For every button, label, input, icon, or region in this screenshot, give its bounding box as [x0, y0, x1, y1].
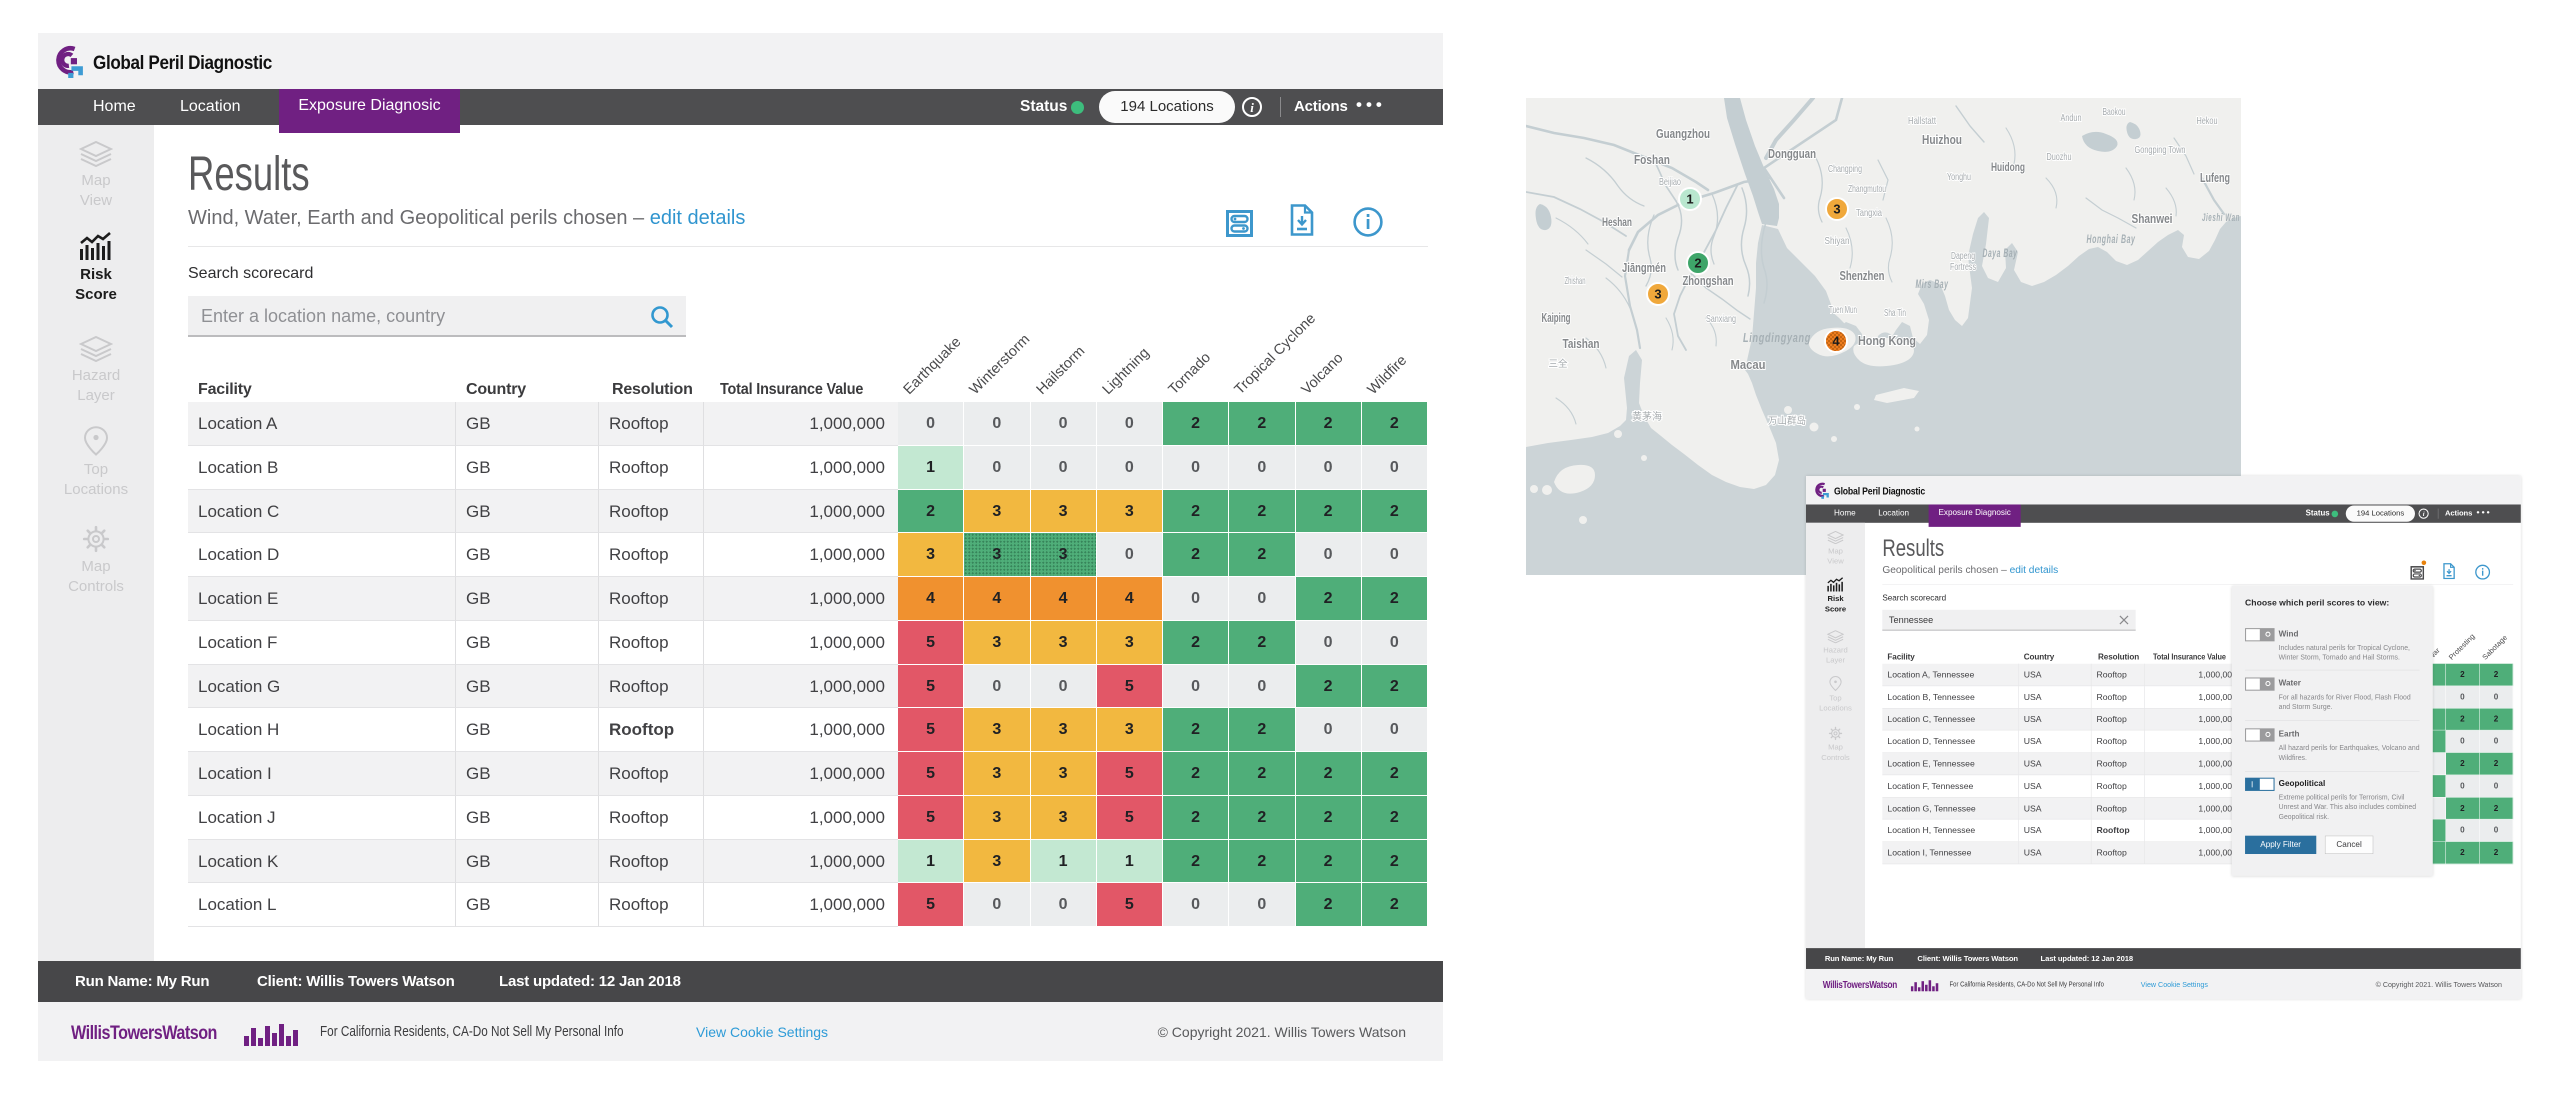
svg-text:Foshan: Foshan	[1634, 152, 1670, 167]
svg-text:黄茅海: 黄茅海	[1632, 410, 1662, 423]
svg-text:Shenzhen: Shenzhen	[1840, 268, 1885, 283]
svg-text:Tangxia: Tangxia	[1856, 207, 1882, 219]
svg-text:3: 3	[1654, 287, 1661, 302]
svg-text:Dapeng: Dapeng	[1951, 251, 1975, 262]
svg-text:Dongguan: Dongguan	[1768, 146, 1816, 161]
svg-text:Taishan: Taishan	[1563, 337, 1600, 351]
svg-text:Sanxiang: Sanxiang	[1706, 313, 1736, 325]
svg-text:Daya Bay: Daya Bay	[1983, 246, 2018, 260]
svg-text:Hallstatt: Hallstatt	[1908, 115, 1936, 127]
svg-text:Heshan: Heshan	[1602, 215, 1632, 229]
svg-text:Baokou: Baokou	[2103, 106, 2126, 118]
svg-text:1: 1	[1686, 192, 1693, 207]
svg-text:Macau: Macau	[1731, 357, 1766, 372]
svg-text:Zhangmutou: Zhangmutou	[1848, 183, 1886, 195]
svg-text:Changping: Changping	[1828, 163, 1862, 175]
svg-text:Shanwei: Shanwei	[2132, 211, 2173, 226]
svg-text:Jieshi Wan: Jieshi Wan	[2202, 212, 2240, 224]
svg-text:Hekou: Hekou	[2197, 115, 2218, 127]
svg-text:Duozhu: Duozhu	[2047, 151, 2072, 163]
svg-text:Lufeng: Lufeng	[2200, 171, 2230, 185]
svg-text:Yonghu: Yonghu	[1947, 171, 1971, 183]
svg-text:Guangzhou: Guangzhou	[1656, 126, 1710, 141]
svg-text:Huizhou: Huizhou	[1922, 132, 1962, 147]
svg-text:Shiyan: Shiyan	[1825, 235, 1850, 247]
svg-text:Lingdingyang: Lingdingyang	[1743, 330, 1811, 345]
svg-text:Tuen Mun: Tuen Mun	[1829, 305, 1857, 316]
svg-text:Gongping Town: Gongping Town	[2135, 144, 2186, 156]
svg-text:Andun: Andun	[2061, 112, 2082, 124]
svg-text:Mirs Bay: Mirs Bay	[1916, 277, 1949, 291]
svg-text:Huidong: Huidong	[1991, 160, 2025, 174]
svg-text:Kaiping: Kaiping	[1542, 311, 1571, 325]
svg-text:三全: 三全	[1548, 358, 1568, 370]
svg-text:Hong Kong: Hong Kong	[1858, 333, 1916, 348]
svg-text:万山群岛: 万山群岛	[1768, 415, 1806, 427]
svg-text:Honghai Bay: Honghai Bay	[2087, 232, 2136, 246]
svg-text:Sha Tin: Sha Tin	[1884, 308, 1906, 319]
svg-text:2: 2	[1694, 256, 1701, 271]
svg-text:4: 4	[1832, 334, 1840, 349]
svg-text:3: 3	[1833, 202, 1840, 217]
svg-text:Jiāngmén: Jiāngmén	[1622, 261, 1666, 275]
svg-text:Beijiao: Beijiao	[1659, 176, 1681, 188]
svg-text:Fortress: Fortress	[1950, 262, 1976, 273]
svg-text:Zhishan: Zhishan	[1565, 275, 1586, 287]
svg-text:Zhongshan: Zhongshan	[1683, 274, 1734, 288]
